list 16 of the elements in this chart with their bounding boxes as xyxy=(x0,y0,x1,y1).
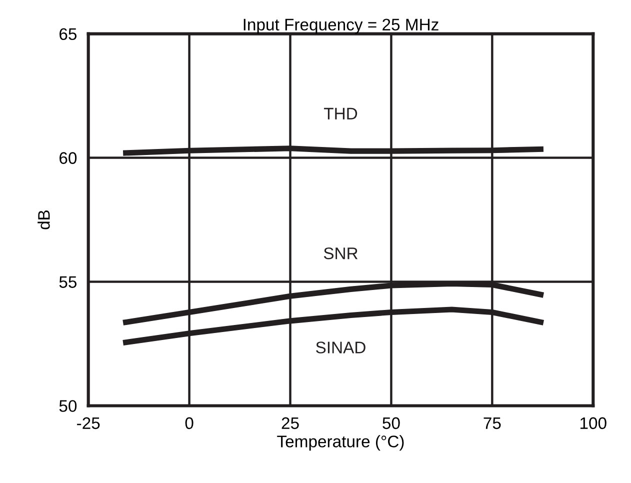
y-tick-label: 50 xyxy=(59,400,77,412)
y-tick-label: 60 xyxy=(60,152,77,164)
x-tick-label: 0 xyxy=(185,417,194,430)
x-tick-label: 75 xyxy=(484,417,501,430)
y-axis-title: dB xyxy=(38,210,50,230)
x-tick-label: 50 xyxy=(382,417,400,430)
series-label: SINAD xyxy=(316,342,366,354)
y-tick-label: 55 xyxy=(59,276,77,288)
x-tick-label: 100 xyxy=(580,417,606,430)
x-axis-title: Temperature (°C) xyxy=(277,435,404,451)
x-tick-label: -25 xyxy=(77,417,100,430)
series-label: THD xyxy=(324,108,358,120)
chart-title: Input Frequency = 25 MHz xyxy=(244,18,438,34)
x-tick-label: 25 xyxy=(282,417,299,430)
y-tick-label: 65 xyxy=(60,28,77,40)
series-label: SNR xyxy=(324,247,358,260)
